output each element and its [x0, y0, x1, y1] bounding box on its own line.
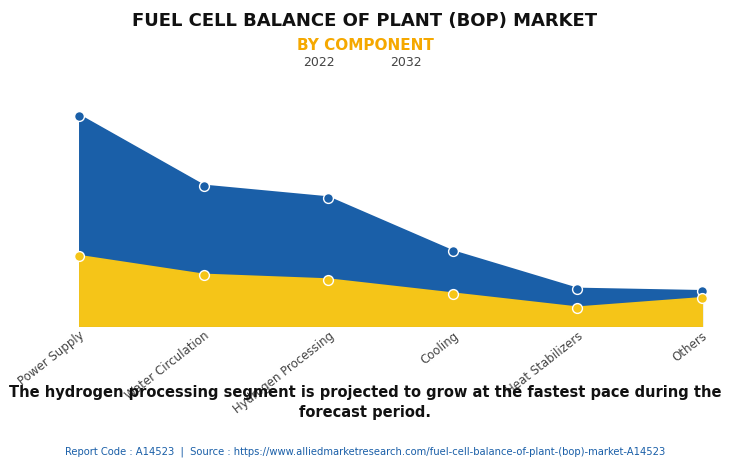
Point: [323, 276, 334, 283]
Point: [74, 112, 85, 119]
Point: [696, 295, 707, 302]
Point: [572, 304, 583, 311]
Point: [447, 290, 458, 298]
Point: [323, 194, 334, 201]
Text: 2022: 2022: [303, 56, 334, 69]
Text: 2032: 2032: [391, 56, 422, 69]
Text: Report Code : A14523  |  Source : https://www.alliedmarketresearch.com/fuel-cell: Report Code : A14523 | Source : https://…: [65, 447, 665, 457]
Text: The hydrogen processing segment is projected to grow at the fastest pace during : The hydrogen processing segment is proje…: [9, 385, 721, 420]
Text: BY COMPONENT: BY COMPONENT: [296, 38, 434, 53]
Point: [198, 182, 210, 190]
Point: [447, 248, 458, 255]
Point: [74, 252, 85, 260]
Point: [696, 288, 707, 295]
Point: [572, 285, 583, 293]
Text: FUEL CELL BALANCE OF PLANT (BOP) MARKET: FUEL CELL BALANCE OF PLANT (BOP) MARKET: [132, 12, 598, 30]
Point: [198, 271, 210, 279]
